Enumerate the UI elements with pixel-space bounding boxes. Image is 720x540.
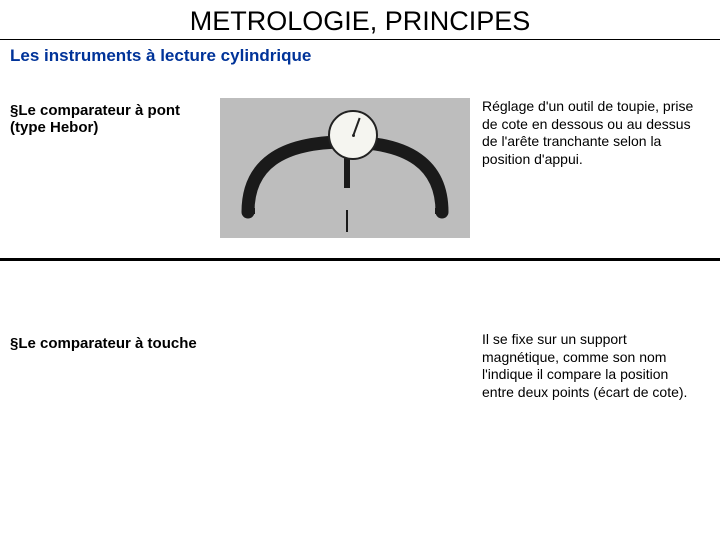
bridge-comparator-image <box>220 98 470 238</box>
dial-stem <box>344 158 350 188</box>
desc-comparateur-pont: Réglage d'un outil de toupie, prise de c… <box>470 98 702 168</box>
dial-needle <box>353 118 361 135</box>
label-text-1: Le comparateur à pont (type Hebor) <box>10 102 180 136</box>
subtitle: Les instruments à lecture cylindrique <box>0 40 720 66</box>
label-comparateur-pont: §Le comparateur à pont (type Hebor) <box>10 98 220 136</box>
label-text-2: Le comparateur à touche <box>18 335 196 352</box>
desc-comparateur-touche: Il se fixe sur un support magnétique, co… <box>470 331 702 401</box>
bridge-comparator-icon <box>240 110 450 220</box>
probe-tip <box>346 210 348 232</box>
dial-center <box>352 134 355 137</box>
section-comparateur-pont: §Le comparateur à pont (type Hebor) Régl… <box>0 66 720 258</box>
label-comparateur-touche: §Le comparateur à touche <box>10 331 220 352</box>
dial-face-icon <box>328 110 378 160</box>
page-title: METROLOGIE, PRINCIPES <box>0 0 720 39</box>
section-comparateur-touche: §Le comparateur à touche Il se fixe sur … <box>0 261 720 401</box>
